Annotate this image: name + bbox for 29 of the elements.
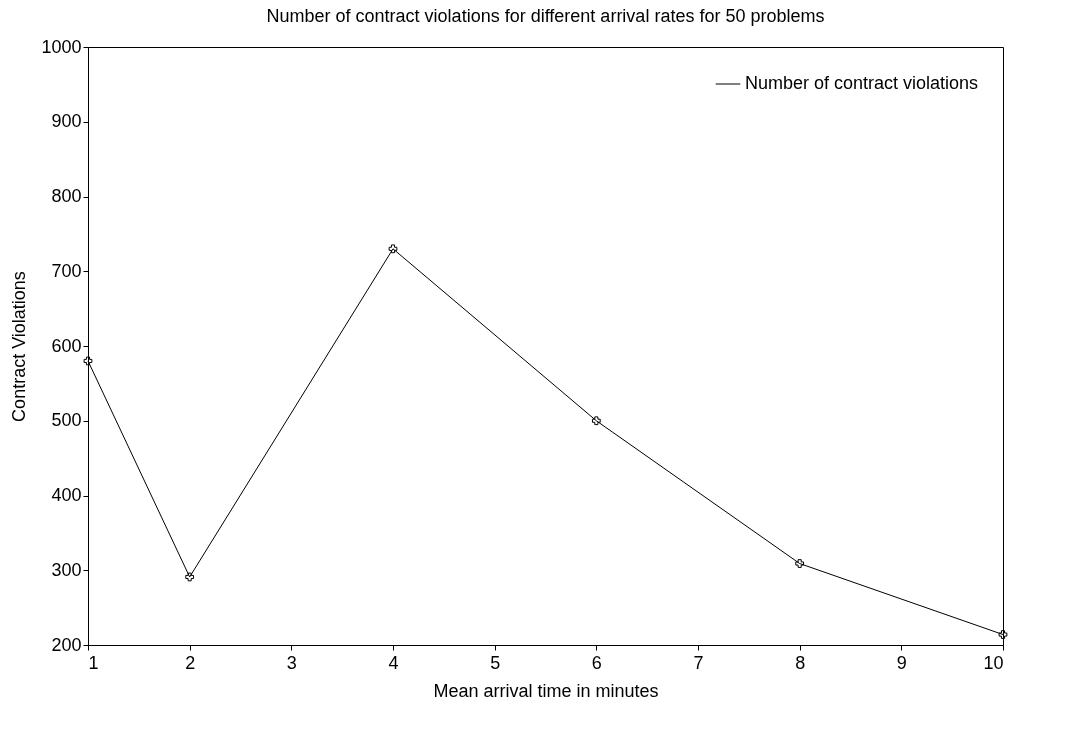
point <box>591 416 601 426</box>
y-tick-label: 900 <box>51 111 82 132</box>
y-tick-label: 800 <box>51 186 82 206</box>
y-tick-label: 300 <box>51 559 82 580</box>
point <box>185 572 195 582</box>
x-tick-label: 2 <box>185 652 196 673</box>
point <box>388 244 398 254</box>
x-tick-label: 10 <box>983 652 1004 673</box>
point <box>795 559 805 568</box>
x-tick-label: 8 <box>795 652 806 673</box>
x-tick-label: 9 <box>896 652 907 673</box>
legend-label: Number of contract violations <box>745 73 979 93</box>
y-tick-label: 500 <box>51 410 82 431</box>
y-tick-label: 1000 <box>41 36 82 57</box>
x-tick-label: 3 <box>286 652 297 673</box>
x-tick-label: 1 <box>88 652 99 673</box>
y-tick-label: 600 <box>51 335 82 356</box>
x-axis-title: Mean arrival time in minutes <box>433 680 659 701</box>
point <box>998 630 1008 639</box>
chart-title: Number of contract violations for different arrival rates for 50 problems <box>266 6 825 26</box>
y-tick-label: 700 <box>51 260 82 281</box>
y-tick-label: 200 <box>51 634 82 655</box>
x-tick-label: 4 <box>388 652 399 673</box>
x-tick-label: 6 <box>591 652 602 673</box>
y-axis-title: Contract Violations <box>9 271 30 422</box>
point <box>83 356 93 366</box>
x-tick-label: 5 <box>490 652 501 673</box>
y-tick-label: 400 <box>51 485 82 505</box>
x-tick-label: 7 <box>693 652 704 673</box>
